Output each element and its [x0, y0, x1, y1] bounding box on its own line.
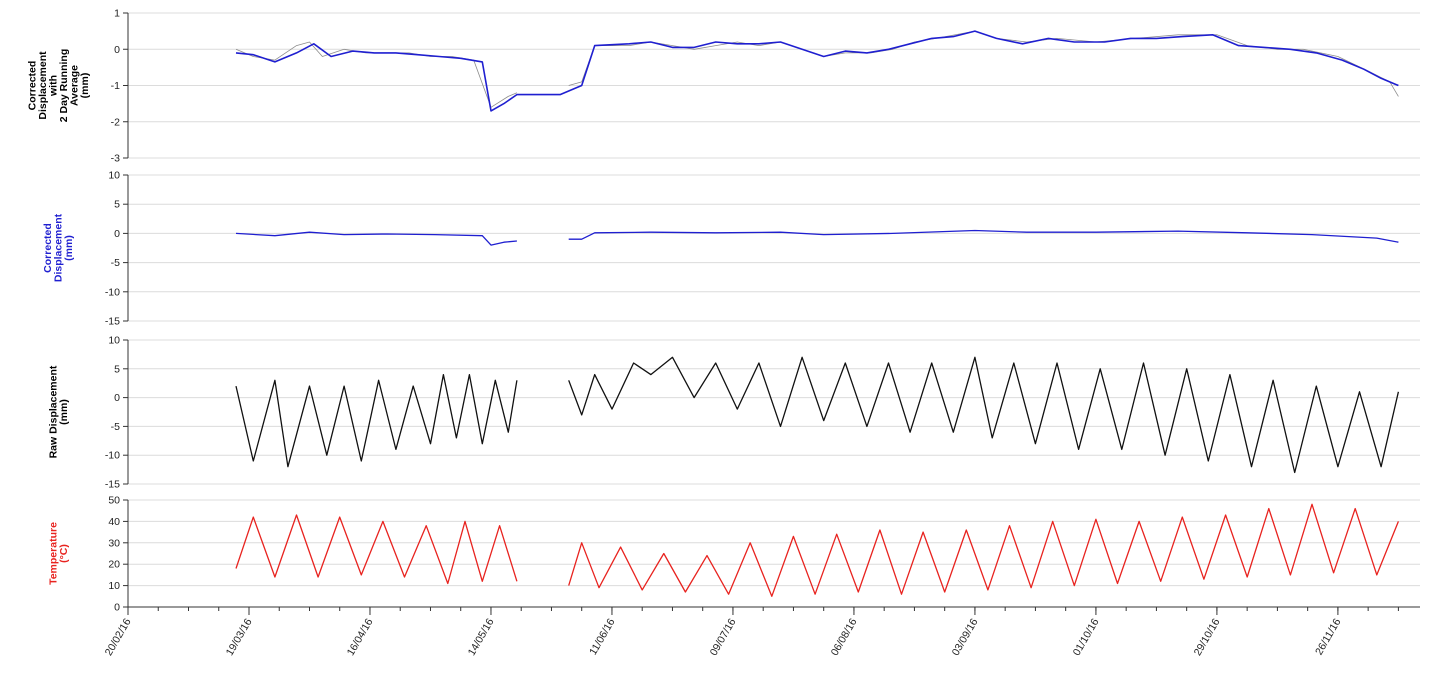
y-tick-label: -1: [111, 80, 120, 92]
series-line-raw-0: [568, 356, 1400, 474]
y-axis-label-line: Corrected: [26, 61, 38, 111]
y-tick-label: 10: [108, 335, 120, 347]
y-tick-label: 0: [114, 44, 120, 56]
x-axis: 20/02/16 19/03/16 16/04/16 14/05/16 11/06/16…: [103, 606, 1420, 658]
x-tick-label: 14/05/16: [466, 616, 497, 658]
series-line-corrected-0: [568, 229, 1399, 243]
y-tick-label: 0: [114, 228, 120, 240]
y-axis-label-line: Corrected: [42, 223, 54, 273]
y-tick-label: -5: [111, 421, 120, 433]
y-axis-label-line: (mm): [79, 73, 91, 99]
x-tick-label: 26/11/16: [1313, 616, 1344, 657]
series-line-temp-0: [568, 503, 1400, 597]
x-tick-label: 03/09/16: [950, 616, 981, 658]
x-tick-label: 09/07/16: [708, 616, 739, 658]
x-tick-label: 29/10/16: [1192, 616, 1223, 658]
y-tick-label: -3: [111, 153, 120, 165]
y-axis-label: CorrectedDisplacementwith2 Day RunningAv…: [26, 49, 91, 123]
panel-avg: -3 -2 -1 0 1 CorrectedDisplacementwith2 Day R…: [26, 8, 1420, 165]
y-tick-label: -5: [111, 257, 120, 269]
x-tick-label: 06/08/16: [829, 616, 860, 658]
series-line-avg-1: [235, 30, 1399, 112]
y-axis-label: Raw Displacement(mm): [47, 365, 70, 458]
y-axis-label-line: with: [47, 75, 59, 97]
y-tick-label: -15: [105, 479, 120, 491]
y-axis-label-line: Raw Displacement: [47, 365, 59, 458]
y-tick-label: -10: [105, 286, 120, 298]
x-tick-label: 19/03/16: [224, 616, 255, 658]
y-axis-label-line: (mm): [58, 399, 70, 425]
series-line-raw-0: [235, 373, 518, 468]
x-tick-label: 16/04/16: [345, 616, 376, 658]
y-tick-label: 0: [114, 392, 120, 404]
y-tick-label: 10: [108, 170, 120, 182]
y-tick-label: 5: [114, 363, 120, 375]
panel-temp: 0 10 20 30 40 50 Temperature(°C): [47, 495, 1420, 614]
y-axis-label-line: (°C): [58, 544, 70, 563]
series-line-avg-0: [235, 41, 518, 108]
series-line-temp-0: [235, 514, 518, 585]
panel-raw: -15 -10 -5 0 5 10 Raw Displacement(mm): [47, 335, 1420, 491]
y-tick-label: 40: [108, 516, 120, 528]
y-axis-label: Temperature(°C): [47, 522, 70, 585]
y-tick-label: 0: [114, 602, 120, 614]
y-tick-label: -2: [111, 116, 120, 128]
x-tick-label: 01/10/16: [1071, 616, 1102, 658]
y-tick-label: 20: [108, 559, 120, 571]
panel-corrected: -15 -10 -5 0 5 10 CorrectedDisplacement(mm): [42, 170, 1420, 328]
y-tick-label: 10: [108, 580, 120, 592]
x-tick-label: 11/06/16: [587, 616, 618, 657]
y-axis-label-line: Displacement: [53, 213, 65, 282]
y-tick-label: 50: [108, 495, 120, 507]
y-tick-label: 30: [108, 537, 120, 549]
y-tick-label: 5: [114, 199, 120, 211]
y-axis-label-line: 2 Day Running: [58, 49, 70, 123]
y-axis-label-line: (mm): [63, 235, 75, 261]
y-tick-label: 1: [114, 8, 120, 20]
y-axis-label-line: Average: [68, 65, 80, 106]
y-tick-label: -15: [105, 316, 120, 328]
y-axis-label-line: Displacement: [37, 51, 49, 120]
series-line-avg-0: [568, 30, 1399, 97]
y-tick-label: -10: [105, 450, 120, 462]
series-line-corrected-0: [235, 231, 517, 246]
y-axis-label: CorrectedDisplacement(mm): [42, 213, 75, 282]
x-tick-label: 20/02/16: [103, 616, 134, 658]
y-axis-label-line: Temperature: [47, 522, 59, 585]
